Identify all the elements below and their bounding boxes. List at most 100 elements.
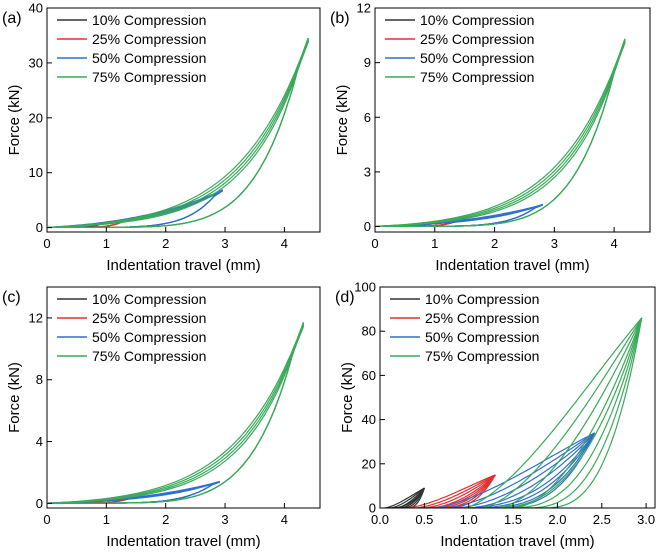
series-line-4: [496, 317, 643, 508]
series-line-3: [376, 203, 543, 227]
series-line-4: [48, 38, 309, 228]
legend-label: 50% Compression: [92, 329, 206, 345]
y-tick-label: 0: [36, 496, 43, 511]
x-tick-label: 1: [431, 236, 438, 251]
y-tick-label: 12: [29, 310, 43, 325]
plot-frame: [379, 286, 656, 509]
x-tick-label: 1.5: [504, 512, 522, 527]
x-tick-label: 0.0: [371, 512, 389, 527]
legend-label: 25% Compression: [92, 31, 206, 47]
legend-label: 75% Compression: [425, 348, 539, 364]
data-lines: [48, 322, 304, 504]
x-tick-label: 2: [162, 236, 169, 251]
data-lines: [376, 38, 626, 227]
series-line-4: [48, 38, 309, 228]
series-line-3: [376, 203, 543, 227]
x-tick-label: 1.0: [460, 512, 478, 527]
x-tick-label: 0: [371, 236, 378, 251]
legend: 10% Compression 25% Compression 50% Compre…: [57, 12, 206, 85]
x-axis-label: Indentation travel (mm): [435, 257, 589, 274]
plot-frame: [374, 7, 651, 233]
series-line-2: [427, 474, 496, 508]
series-line-3: [48, 480, 220, 504]
series-line-3: [433, 432, 596, 508]
x-tick-label: 2.5: [593, 512, 611, 527]
y-axis-label: Force (kN): [6, 362, 23, 433]
y-tick-label: 40: [362, 412, 376, 427]
x-tick-label: 0: [43, 236, 50, 251]
y-tick-label: 0: [364, 219, 371, 234]
series-line-4: [48, 38, 309, 228]
y-tick-label: 8: [36, 372, 43, 387]
x-tick-label: 0.5: [415, 512, 433, 527]
y-tick-label: 20: [362, 456, 376, 471]
x-tick-label: 1: [103, 512, 110, 527]
y-tick-label: 4: [36, 434, 43, 449]
y-tick-label: 30: [29, 55, 43, 70]
x-tick-label: 4: [281, 512, 288, 527]
legend-label: 10% Compression: [92, 12, 206, 28]
y-tick-label: 40: [29, 1, 43, 16]
legend-label: 10% Compression: [420, 12, 534, 28]
x-tick-label: 2.0: [548, 512, 566, 527]
legend-label: 10% Compression: [92, 291, 206, 307]
series-line-3: [48, 480, 220, 504]
x-tick-label: 3.0: [637, 512, 655, 527]
series-line-4: [512, 317, 643, 508]
legend-label: 25% Compression: [92, 310, 206, 326]
x-tick-label: 3: [221, 236, 228, 251]
panel-label: (d): [335, 289, 355, 306]
series-line-4: [48, 322, 304, 504]
series-line-4: [376, 38, 626, 227]
legend-label: 75% Compression: [420, 69, 534, 85]
plot-frame: [46, 286, 321, 509]
legend: 10% Compression 25% Compression 50% Compre…: [385, 12, 534, 85]
series-line-3: [48, 480, 220, 504]
y-tick-label: 0: [36, 220, 43, 235]
y-tick-label: 10: [29, 165, 43, 180]
y-tick-label: 100: [354, 280, 376, 295]
y-tick-label: 9: [364, 55, 371, 70]
legend: 10% Compression 25% Compression 50% Compre…: [57, 291, 206, 364]
x-tick-label: 4: [611, 236, 618, 251]
legend-label: 25% Compression: [420, 31, 534, 47]
x-tick-label: 2: [162, 512, 169, 527]
legend-label: 50% Compression: [425, 329, 539, 345]
series-line-4: [48, 37, 309, 228]
x-tick-label: 1: [103, 236, 110, 251]
panel-label: (a): [2, 10, 22, 27]
data-lines: [48, 37, 309, 228]
y-axis-label: Force (kN): [6, 85, 23, 156]
series-line-3: [376, 203, 543, 227]
x-axis-label: Indentation travel (mm): [106, 533, 260, 550]
series-line-3: [48, 480, 220, 504]
plot-frame: [46, 7, 321, 233]
series-line-4: [376, 38, 626, 227]
x-tick-label: 4: [281, 236, 288, 251]
legend-label: 10% Compression: [425, 291, 539, 307]
x-axis-label: Indentation travel (mm): [440, 533, 594, 550]
y-tick-label: 3: [364, 164, 371, 179]
y-tick-label: 60: [362, 368, 376, 383]
y-tick-label: 12: [357, 1, 371, 16]
legend-label: 75% Compression: [92, 348, 206, 364]
x-tick-label: 3: [221, 512, 228, 527]
y-tick-label: 0: [369, 501, 376, 516]
series-line-4: [376, 38, 626, 227]
x-axis-label: Indentation travel (mm): [106, 257, 260, 274]
x-tick-label: 0: [43, 512, 50, 527]
y-tick-label: 80: [362, 324, 376, 339]
y-axis-label: Force (kN): [334, 85, 351, 156]
legend: 10% Compression 25% Compression 50% Compre…: [390, 291, 539, 364]
legend-label: 50% Compression: [92, 50, 206, 66]
data-lines: [384, 317, 643, 508]
legend-label: 75% Compression: [92, 69, 206, 85]
x-tick-label: 2: [491, 236, 498, 251]
series-line-3: [376, 203, 543, 227]
legend-label: 50% Compression: [420, 50, 534, 66]
x-tick-label: 3: [551, 236, 558, 251]
